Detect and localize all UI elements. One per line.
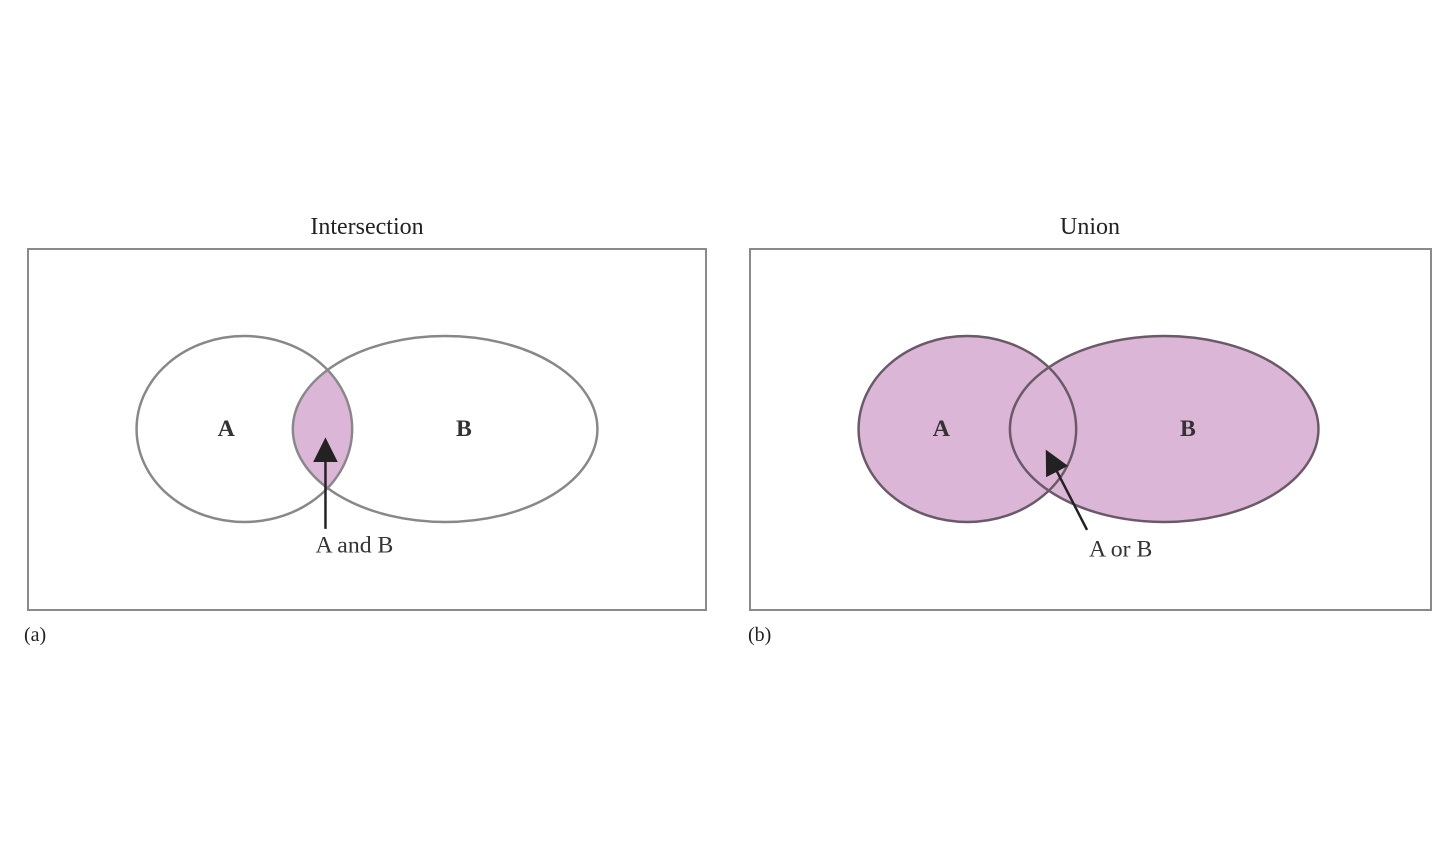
set-b-circle bbox=[291, 334, 599, 524]
callout-arrow bbox=[1045, 449, 1089, 531]
set-a-label: A bbox=[933, 416, 950, 442]
set-a-fill bbox=[858, 336, 1077, 522]
intersection-venn-diagram: A B A and B bbox=[135, 334, 599, 559]
panel-tag-b: (b) bbox=[748, 624, 772, 646]
intersection-panel: A B A and B bbox=[27, 248, 707, 611]
panel-tag-a: (a) bbox=[24, 624, 47, 646]
union-venn-diagram: A B A or B bbox=[857, 334, 1320, 563]
union-panel: A B A or B bbox=[749, 248, 1432, 611]
callout-label: A and B bbox=[316, 533, 394, 559]
union-title: Union bbox=[1060, 214, 1120, 240]
set-a-label: A bbox=[218, 416, 235, 442]
set-b-label: B bbox=[456, 416, 472, 442]
set-b-label: B bbox=[1180, 416, 1196, 442]
set-a-circle bbox=[857, 334, 1078, 524]
set-b-circle bbox=[1008, 334, 1320, 524]
set-b-fill bbox=[1009, 336, 1319, 522]
intersection-title: Intersection bbox=[310, 214, 424, 240]
callout-label: A or B bbox=[1089, 537, 1152, 563]
set-a-circle bbox=[135, 334, 354, 524]
